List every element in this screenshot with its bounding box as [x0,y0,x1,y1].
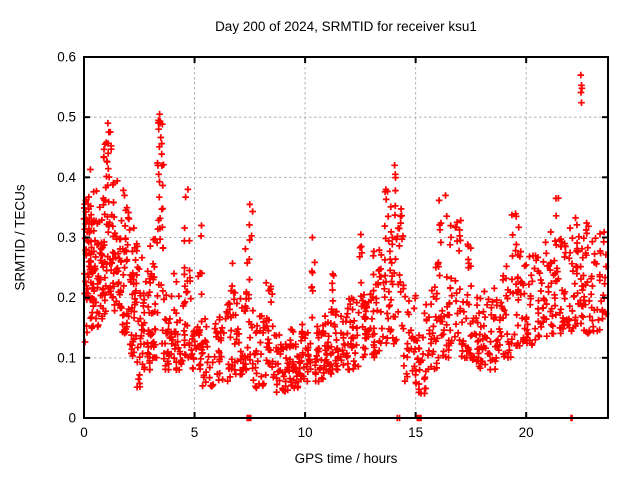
data-points [80,71,610,422]
y-tick-label: 0.3 [57,230,76,245]
y-tick-label: 0.5 [57,110,76,125]
y-tick-label: 0.4 [57,170,76,185]
x-tick-label: 0 [80,425,88,440]
y-tick-label: 0 [68,411,76,426]
tick-labels: 0 5 10 15 20 0 0.1 0.2 0.3 0.4 0.5 0.6 [57,50,533,441]
scatter-markers [80,71,610,422]
x-axis-label: GPS time / hours [294,451,398,466]
x-tick-label: 15 [408,425,423,440]
axis-ticks [83,56,608,419]
chart-title: Day 200 of 2024, SRMTID for receiver ksu… [215,19,477,34]
y-tick-label: 0.1 [57,350,76,365]
x-tick-label: 5 [191,425,199,440]
x-tick-label: 10 [298,425,313,440]
y-tick-label: 0.2 [57,290,76,305]
y-tick-label: 0.6 [57,50,76,65]
x-tick-label: 20 [519,425,534,440]
